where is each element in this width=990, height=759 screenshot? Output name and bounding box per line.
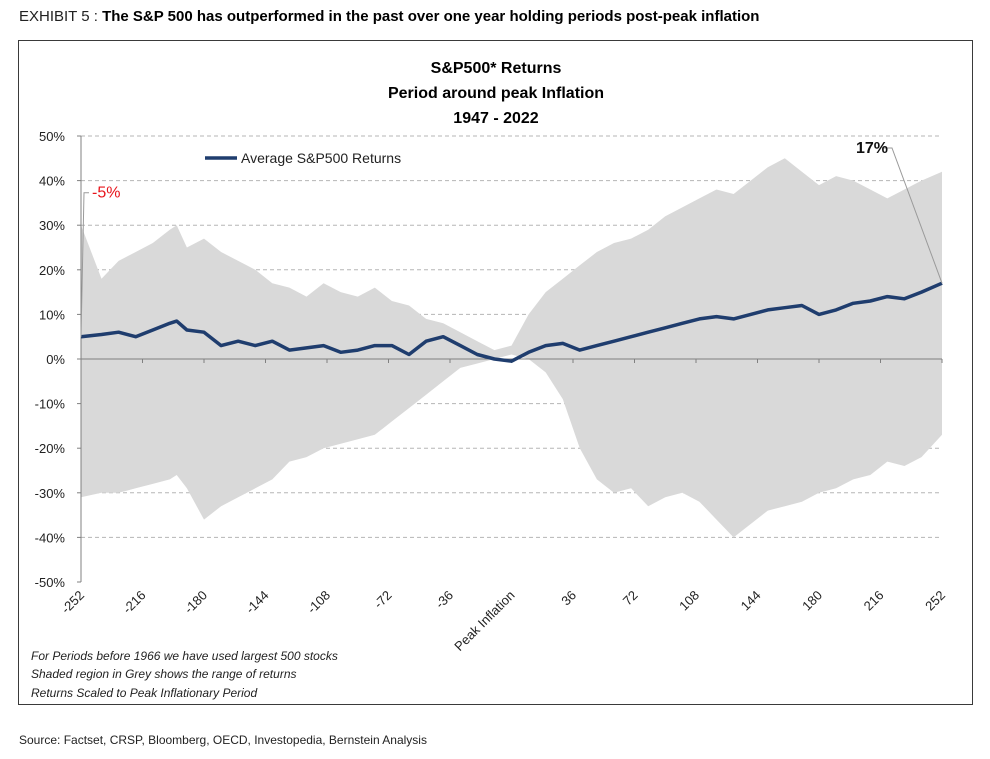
annotations: -5% 17% — [80, 140, 943, 337]
chart-title-line-2: Period around peak Inflation — [388, 85, 604, 102]
x-tick-label: 216 — [861, 588, 887, 614]
footnote-1: For Periods before 1966 we have used lar… — [31, 649, 338, 663]
legend-label: Average S&P500 Returns — [241, 150, 401, 166]
y-tick-label: 40% — [39, 174, 65, 189]
average-line-group — [80, 281, 943, 363]
x-tick-label: 180 — [799, 588, 825, 614]
y-tick-label: 50% — [39, 129, 65, 144]
y-tick-label: -50% — [35, 575, 66, 590]
range-area — [81, 158, 942, 538]
range-area-group — [81, 158, 942, 538]
x-tick-label: -108 — [304, 588, 333, 617]
x-tick-label: 36 — [558, 588, 579, 609]
axes — [77, 135, 943, 583]
x-tick-label: -144 — [243, 588, 272, 617]
y-tick-label: -10% — [35, 397, 66, 412]
y-tick-label: 20% — [39, 263, 65, 278]
footnote-2: Shaded region in Grey shows the range of… — [31, 667, 297, 681]
chart-container: S&P500* Returns Period around peak Infla… — [18, 40, 973, 705]
end-annotation-leader — [882, 147, 943, 284]
average-returns-line — [80, 281, 943, 363]
x-tick-label: -216 — [120, 588, 149, 617]
x-tick-label: -36 — [432, 588, 456, 612]
start-annotation-leader — [80, 192, 89, 337]
source-note: Source: Factset, CRSP, Bloomberg, OECD, … — [19, 733, 427, 747]
exhibit-label: EXHIBIT 5 : — [19, 8, 98, 25]
exhibit-header: EXHIBIT 5 : The S&P 500 has outperformed… — [19, 8, 759, 25]
x-tick-label: 144 — [738, 588, 764, 614]
x-tick-label: Peak Inflation — [451, 588, 517, 654]
legend: Average S&P500 Returns — [205, 150, 401, 166]
y-tick-label: -20% — [35, 441, 66, 456]
footnote-3: Returns Scaled to Peak Inflationary Peri… — [31, 686, 257, 700]
x-tick-label: -180 — [181, 588, 210, 617]
x-tick-label: -252 — [58, 588, 87, 617]
x-tick-label: 108 — [676, 588, 702, 614]
chart-title-line-1: S&P500* Returns — [431, 60, 562, 77]
y-tick-labels: 50% 40% 30% 20% 10% 0% -10% -20% -30% -40% -50% — [35, 129, 66, 590]
y-tick-label: 30% — [39, 218, 65, 233]
footnotes: For Periods before 1966 we have used lar… — [31, 649, 338, 700]
y-tick-label: 0% — [46, 352, 65, 367]
x-tick-label: -72 — [371, 588, 395, 612]
chart-title-line-3: 1947 - 2022 — [453, 110, 539, 127]
y-tick-label: -30% — [35, 486, 66, 501]
x-tick-label: 72 — [620, 588, 641, 609]
start-annotation-label: -5% — [92, 185, 120, 202]
y-tick-label: -40% — [35, 530, 66, 545]
y-tick-label: 10% — [39, 307, 65, 322]
x-tick-label: 252 — [922, 588, 948, 614]
end-annotation-label: 17% — [856, 140, 888, 157]
chart-svg: S&P500* Returns Period around peak Infla… — [31, 60, 948, 700]
exhibit-title: The S&P 500 has outperformed in the past… — [102, 8, 760, 25]
